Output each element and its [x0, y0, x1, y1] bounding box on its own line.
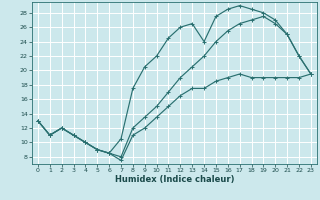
X-axis label: Humidex (Indice chaleur): Humidex (Indice chaleur): [115, 175, 234, 184]
